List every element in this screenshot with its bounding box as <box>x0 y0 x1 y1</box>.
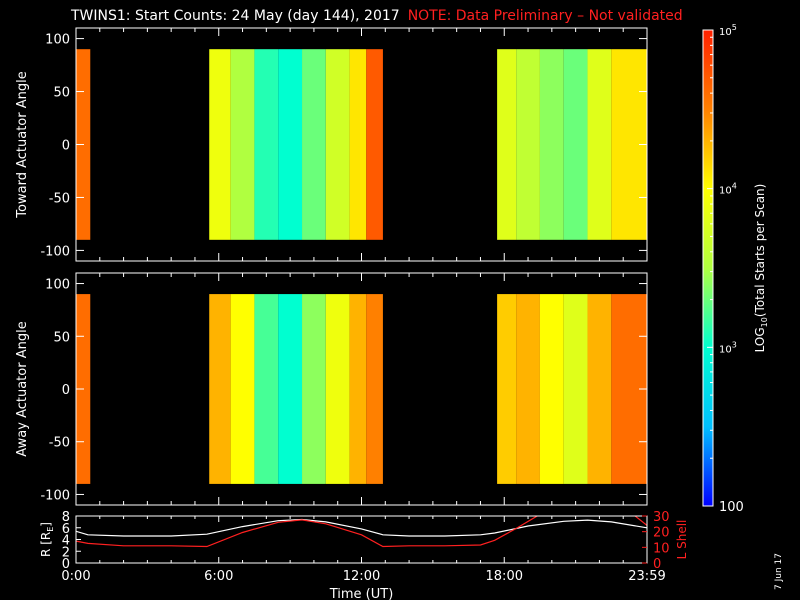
heatmap-cell <box>278 49 303 240</box>
x-tick-label: 0:00 <box>61 569 90 584</box>
y-axis-label: R [RE] <box>39 522 55 557</box>
heatmap-cell <box>254 49 279 240</box>
colorbar-tick-label: 105 <box>719 23 737 38</box>
y-tick-label: 8 <box>62 510 70 525</box>
heatmap-cell <box>516 294 540 484</box>
heatmap-cell <box>302 294 326 484</box>
chart-title: TWINS1: Start Counts: 24 May (day 144), … <box>71 8 683 24</box>
y-tick-label: -100 <box>40 244 70 259</box>
date-stamp: 7 Jun 17 <box>774 553 784 590</box>
heatmap-cell <box>278 294 303 484</box>
colorbar-tick-label: 100 <box>719 500 744 515</box>
heatmap-cell <box>587 294 612 484</box>
y-right-axis-label: L Shell <box>675 520 689 560</box>
heatmap-cell <box>254 294 279 484</box>
colorbar-scale <box>702 29 714 507</box>
x-tick-label: 18:00 <box>486 569 523 584</box>
y-right-tick-label: 30 <box>653 510 670 525</box>
heatmap-cell <box>302 49 326 240</box>
x-tick-label: 12:00 <box>343 569 380 584</box>
heatmap-cell <box>325 49 350 240</box>
y-tick-label: 6 <box>62 522 70 537</box>
y-tick-label: 50 <box>53 330 70 345</box>
y-axis-label: Away Actuator Angle <box>15 321 30 456</box>
y-axis-label: Toward Actuator Angle <box>15 71 30 218</box>
title-note: NOTE: Data Preliminary – Not validated <box>407 8 683 24</box>
heatmap-cell <box>539 294 564 484</box>
series-line-l-shell <box>76 516 647 548</box>
x-tick-label: 23:59 <box>628 569 665 584</box>
y-tick-label: 100 <box>45 278 70 293</box>
heatmap-cell <box>349 294 367 484</box>
heatmap-cell <box>539 49 564 240</box>
heatmap-cell <box>209 294 231 484</box>
y-tick-label: -50 <box>49 436 70 451</box>
x-tick-label: 6:00 <box>204 569 233 584</box>
y-tick-label: 0 <box>62 557 70 572</box>
y-tick-label: 100 <box>45 33 70 48</box>
heatmap-cell <box>230 294 255 484</box>
heatmap-cell <box>325 294 350 484</box>
heatmap-cell <box>563 294 588 484</box>
heatmap-cell <box>366 294 383 484</box>
heatmap-cell <box>516 49 540 240</box>
y-tick-label: 50 <box>53 86 70 101</box>
series-line-r <box>76 518 647 537</box>
heatmap-cell <box>349 49 367 240</box>
y-right-tick-label: 20 <box>653 526 670 541</box>
heatmap-cell <box>497 49 517 240</box>
y-right-tick-label: 0 <box>653 557 661 572</box>
y-tick-label: -50 <box>49 191 70 206</box>
colorbar: 105 104 103 100 LOG10(Total Starts per Scan) <box>702 23 769 515</box>
heatmap-cell <box>587 49 612 240</box>
heatmap-panel-away: -100 -50 0 50 100 Away Actuator Angle <box>15 272 648 506</box>
y-right-tick-label: 10 <box>653 541 670 556</box>
heatmap-panel-toward: -100 -50 0 50 100 Toward Actuator Angle <box>15 27 648 262</box>
title-main: TWINS1: Start Counts: 24 May (day 144), … <box>71 8 400 24</box>
heatmap-cell <box>563 49 588 240</box>
y-tick-label: 0 <box>62 383 70 398</box>
y-tick-label: -100 <box>40 488 70 503</box>
heatmap-cell <box>230 49 255 240</box>
heatmap-cell <box>209 49 231 240</box>
colorbar-label: LOG10(Total Starts per Scan) <box>753 184 769 353</box>
panel-frame <box>75 515 648 564</box>
x-axis-label: Time (UT) <box>329 587 394 600</box>
colorbar-tick-label: 104 <box>719 182 737 197</box>
colorbar-tick-label: 103 <box>719 340 737 355</box>
y-tick-label: 4 <box>62 534 70 549</box>
heatmap-cell <box>366 49 383 240</box>
y-tick-label: 2 <box>62 545 70 560</box>
y-tick-label: 0 <box>62 139 70 154</box>
heatmap-cell <box>497 294 517 484</box>
